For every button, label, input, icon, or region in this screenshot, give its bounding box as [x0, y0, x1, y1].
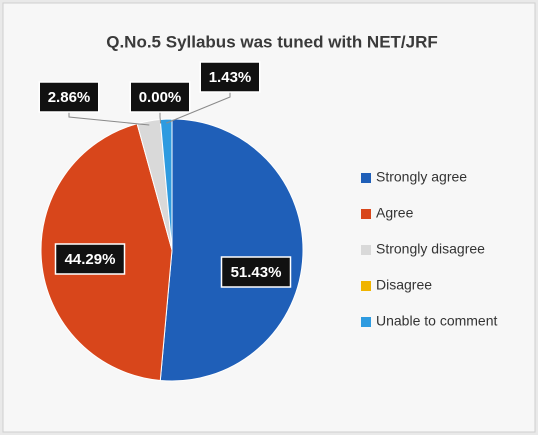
data-label: 44.29%: [65, 251, 116, 268]
legend-label: Disagree: [376, 277, 432, 293]
legend-swatch: [361, 245, 371, 255]
legend-label: Strongly agree: [376, 169, 467, 185]
leader-line: [166, 92, 231, 124]
label-box: [38, 81, 100, 113]
legend-swatch: [361, 173, 371, 183]
legend-swatch: [361, 209, 371, 219]
data-label: 51.43%: [231, 264, 282, 281]
legend-swatch: [361, 317, 371, 327]
data-label: 1.43%: [209, 69, 252, 86]
leader-line: [159, 112, 162, 124]
legend-label: Strongly disagree: [376, 241, 485, 257]
label-box: [54, 243, 126, 275]
pie-slice: [159, 118, 304, 382]
leader-line: [68, 112, 150, 126]
label-box: [129, 81, 191, 113]
legend-swatch: [361, 281, 371, 291]
legend-label: Agree: [376, 205, 414, 221]
data-label: 2.86%: [48, 89, 91, 106]
data-label: 0.00%: [139, 89, 182, 106]
chart-title: Q.No.5 Syllabus was tuned with NET/JRF: [106, 32, 438, 51]
legend-label: Unable to comment: [376, 313, 498, 329]
label-box: [199, 61, 261, 93]
label-box: [220, 256, 292, 288]
